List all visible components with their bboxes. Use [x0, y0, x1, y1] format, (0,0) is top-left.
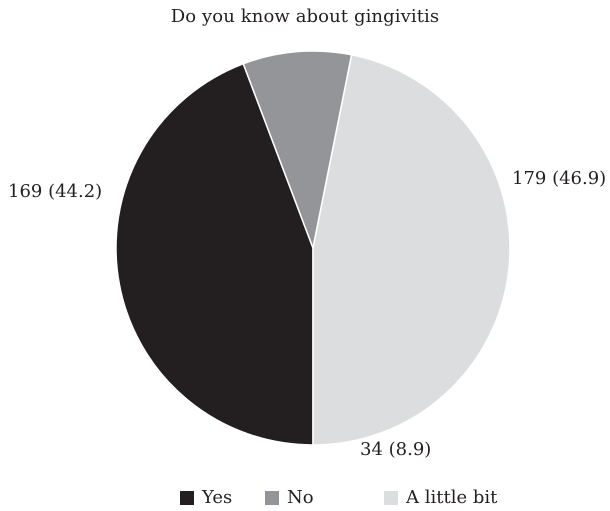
legend-item-yes: Yes — [180, 487, 232, 508]
pie-slice-yes — [115, 62, 314, 446]
legend-swatch-yes — [180, 490, 194, 505]
legend-item-no: No — [265, 487, 314, 508]
legend-label-a-little-bit: A little bit — [406, 487, 498, 508]
legend-swatch-no — [265, 490, 279, 505]
pie-slice-a-little-bit — [312, 53, 511, 446]
legend-label-no: No — [287, 487, 314, 508]
legend-label-yes: Yes — [202, 487, 233, 508]
legend: Yes No A little bit — [0, 487, 610, 509]
pie-chart — [115, 50, 511, 446]
legend-item-a-little-bit: A little bit — [384, 487, 497, 508]
data-label-yes: 169 (44.2) — [8, 181, 103, 202]
data-label-a-little-bit: 179 (46.9) — [512, 168, 607, 189]
data-label-no: 34 (8.9) — [360, 439, 432, 460]
pie-slice-no — [242, 50, 353, 251]
chart-title: Do you know about gingivitis — [170, 6, 440, 27]
legend-swatch-a-little-bit — [384, 490, 398, 505]
